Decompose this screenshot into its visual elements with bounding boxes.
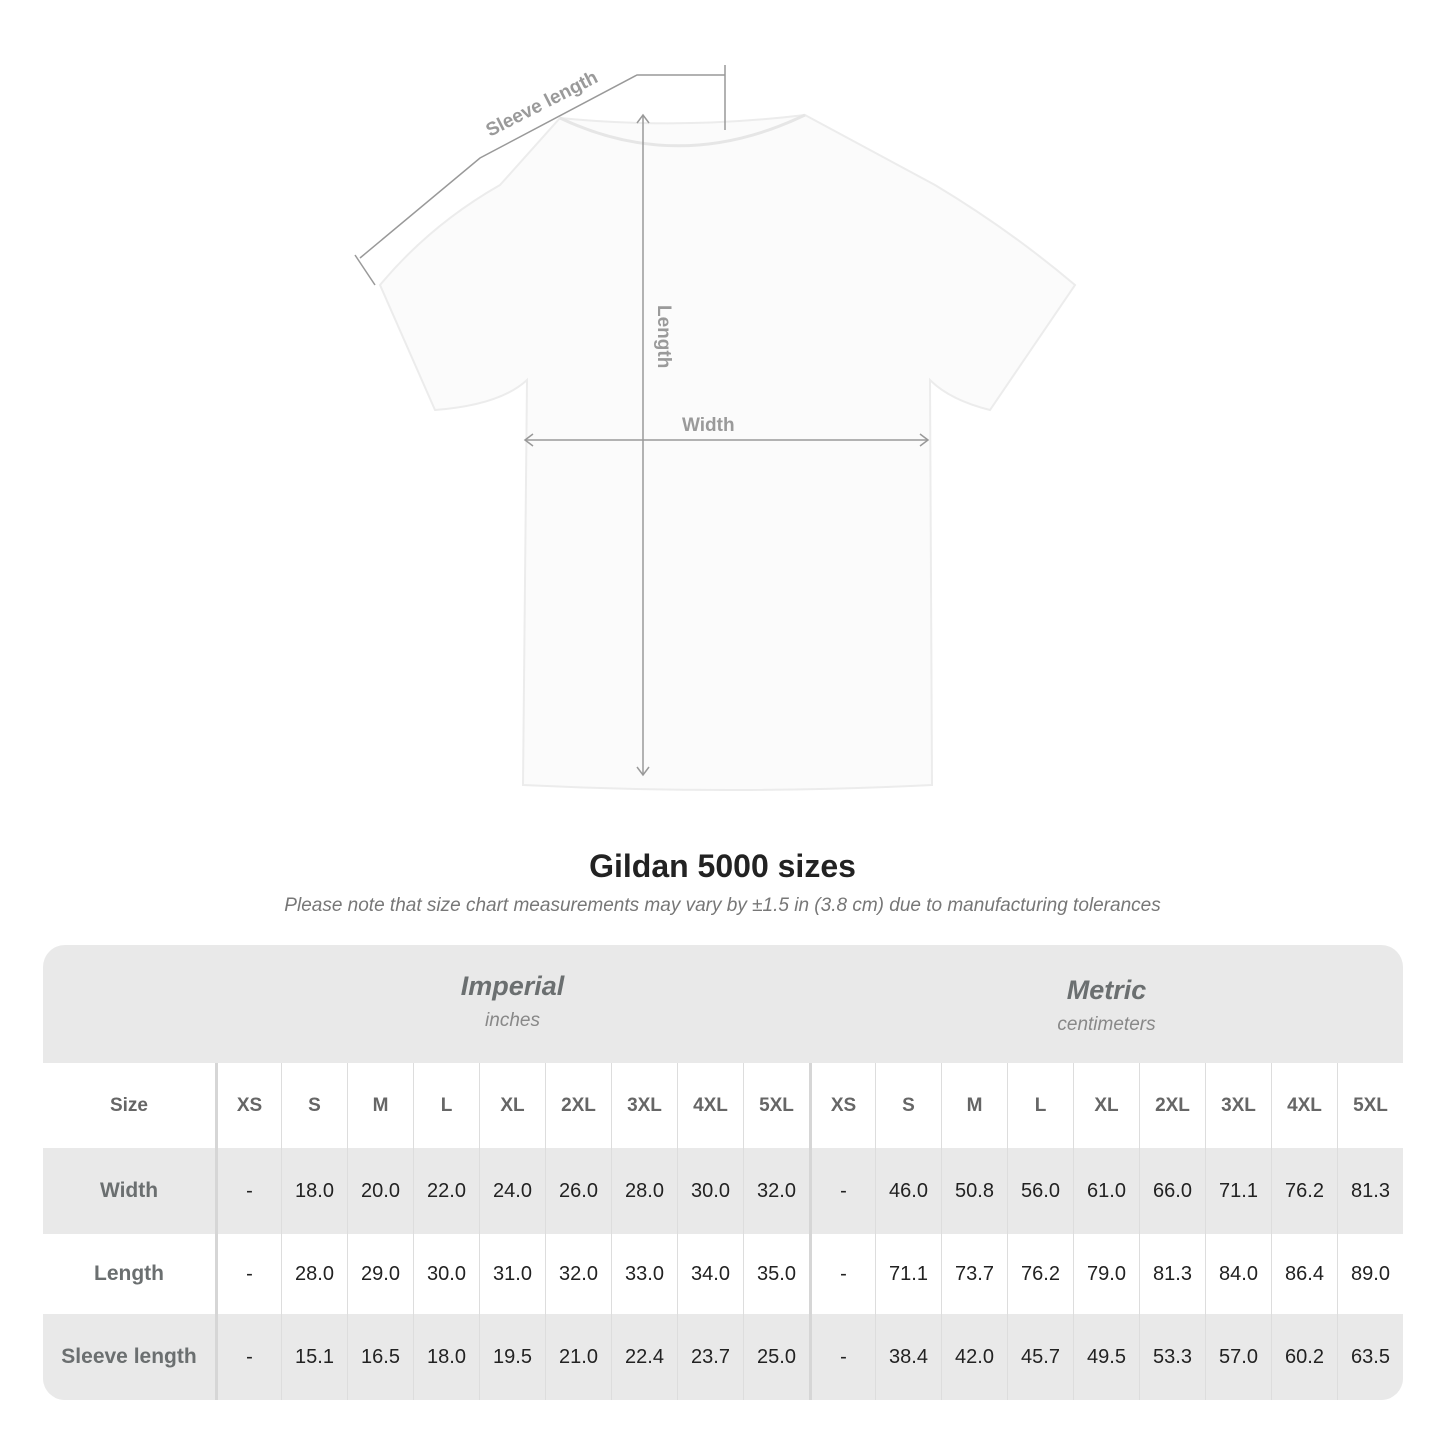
value-cell-imperial: 28.0 [281,1234,347,1314]
value-cell-imperial: 33.0 [611,1234,677,1314]
row-label: Size [109,1094,149,1116]
size-header-metric: 2XL [1139,1063,1205,1148]
value-cell-imperial: 35.0 [743,1234,809,1314]
imperial-unit: inches [485,1010,540,1031]
chart-subtitle: Please note that size chart measurements… [284,895,1161,916]
value-cell-imperial: 15.1 [281,1314,347,1400]
size-header-metric: 5XL [1337,1063,1403,1148]
value-cell-metric: 76.2 [1271,1148,1337,1234]
table-row: Width -18.0 20.0 22.0 24.0 26.0 28.0 30.0 32.0-4… [43,1148,1403,1234]
size-table: Imperial inches Metric centimeters Size X… [43,945,1403,1400]
measurement-lines [354,65,930,777]
value-cell-imperial: 20.0 [347,1148,413,1234]
value-cell-metric: - [809,1314,875,1400]
chart-title: Gildan 5000 sizes [589,848,856,884]
value-cell-imperial: 18.0 [413,1314,479,1400]
value-cell-imperial: 29.0 [347,1234,413,1314]
value-cell-imperial: 23.7 [677,1314,743,1400]
imperial-label: Imperial [460,971,565,1001]
size-header-metric: 4XL [1271,1063,1337,1148]
size-header-metric: S [875,1063,941,1148]
size-row: Size XS S M L XL 2XL 3XL 4XL 5XL XS S M L XL 2XL 3XL 4XL 5… [43,1063,1403,1148]
value-cell-metric: 45.7 [1007,1314,1073,1400]
size-header-imperial: S [281,1063,347,1148]
value-cell-metric: 76.2 [1007,1234,1073,1314]
value-cell-metric: 63.5 [1337,1314,1403,1400]
value-cell-metric: 60.2 [1271,1314,1337,1400]
collar [559,113,806,148]
value-cell-imperial: 25.0 [743,1314,809,1400]
value-cell-metric: - [809,1148,875,1234]
value-cell-metric: 50.8 [941,1148,1007,1234]
value-cell-imperial: 32.0 [743,1148,809,1234]
size-header-metric: M [941,1063,1007,1148]
value-cell-metric: 56.0 [1007,1148,1073,1234]
value-cell-metric: 53.3 [1139,1314,1205,1400]
value-cell-metric: 61.0 [1073,1148,1139,1234]
value-cell-imperial: 32.0 [545,1234,611,1314]
value-cell-metric: 84.0 [1205,1234,1271,1314]
value-cell-imperial: 34.0 [677,1234,743,1314]
length-label: Length [653,305,674,368]
value-cell-imperial: - [215,1148,281,1234]
size-header-imperial: 4XL [677,1063,743,1148]
size-header-imperial: L [413,1063,479,1148]
value-cell-imperial: 19.5 [479,1314,545,1400]
table-row: Sleeve length -15.1 16.5 18.0 19.5 21.0 22.4 23… [43,1314,1403,1400]
value-cell-metric: 86.4 [1271,1234,1337,1314]
value-cell-metric: 81.3 [1139,1234,1205,1314]
tshirt-image [378,113,1077,791]
value-cell-imperial: 24.0 [479,1148,545,1234]
metric-header: Metric centimeters [810,945,1403,1063]
value-cell-metric: 71.1 [875,1234,941,1314]
value-cell-metric: 81.3 [1337,1148,1403,1234]
table-row: Length -28.0 29.0 30.0 31.0 32.0 33.0 34.0 35.0-… [43,1234,1403,1314]
value-cell-metric: 46.0 [875,1148,941,1234]
value-cell-metric: 57.0 [1205,1314,1271,1400]
value-cell-metric: 79.0 [1073,1234,1139,1314]
imperial-header: Imperial inches [215,945,810,1063]
value-cell-metric: 49.5 [1073,1314,1139,1400]
value-cell-imperial: 26.0 [545,1148,611,1234]
row-label: Sleeve length [61,1345,197,1368]
size-header-metric: L [1007,1063,1073,1148]
size-header-metric: XL [1073,1063,1139,1148]
size-header-metric: XS [809,1063,875,1148]
value-cell-imperial: 28.0 [611,1148,677,1234]
tshirt-diagram: Sleeve length Length Width [354,65,1077,791]
value-cell-metric: 42.0 [941,1314,1007,1400]
value-cell-metric: - [809,1234,875,1314]
value-cell-metric: 89.0 [1337,1234,1403,1314]
width-label: Width [682,415,735,436]
value-cell-imperial: 18.0 [281,1148,347,1234]
value-cell-imperial: 22.4 [611,1314,677,1400]
row-label: Length [94,1262,164,1285]
size-header-imperial: M [347,1063,413,1148]
value-cell-imperial: 22.0 [413,1148,479,1234]
value-cell-metric: 71.1 [1205,1148,1271,1234]
size-header-imperial: 3XL [611,1063,677,1148]
value-cell-imperial: 30.0 [413,1234,479,1314]
value-cell-imperial: 30.0 [677,1148,743,1234]
size-header-imperial: XL [479,1063,545,1148]
value-cell-imperial: - [215,1314,281,1400]
size-header-imperial: XS [215,1063,281,1148]
value-cell-metric: 73.7 [941,1234,1007,1314]
metric-unit: centimeters [1057,1014,1156,1035]
value-cell-imperial: - [215,1234,281,1314]
value-cell-metric: 66.0 [1139,1148,1205,1234]
size-header-metric: 3XL [1205,1063,1271,1148]
value-cell-imperial: 16.5 [347,1314,413,1400]
value-cell-imperial: 31.0 [479,1234,545,1314]
size-header-imperial: 2XL [545,1063,611,1148]
row-label: Width [99,1179,159,1202]
metric-label: Metric [1066,975,1147,1005]
value-cell-imperial: 21.0 [545,1314,611,1400]
value-cell-metric: 38.4 [875,1314,941,1400]
size-header-imperial: 5XL [743,1063,809,1148]
